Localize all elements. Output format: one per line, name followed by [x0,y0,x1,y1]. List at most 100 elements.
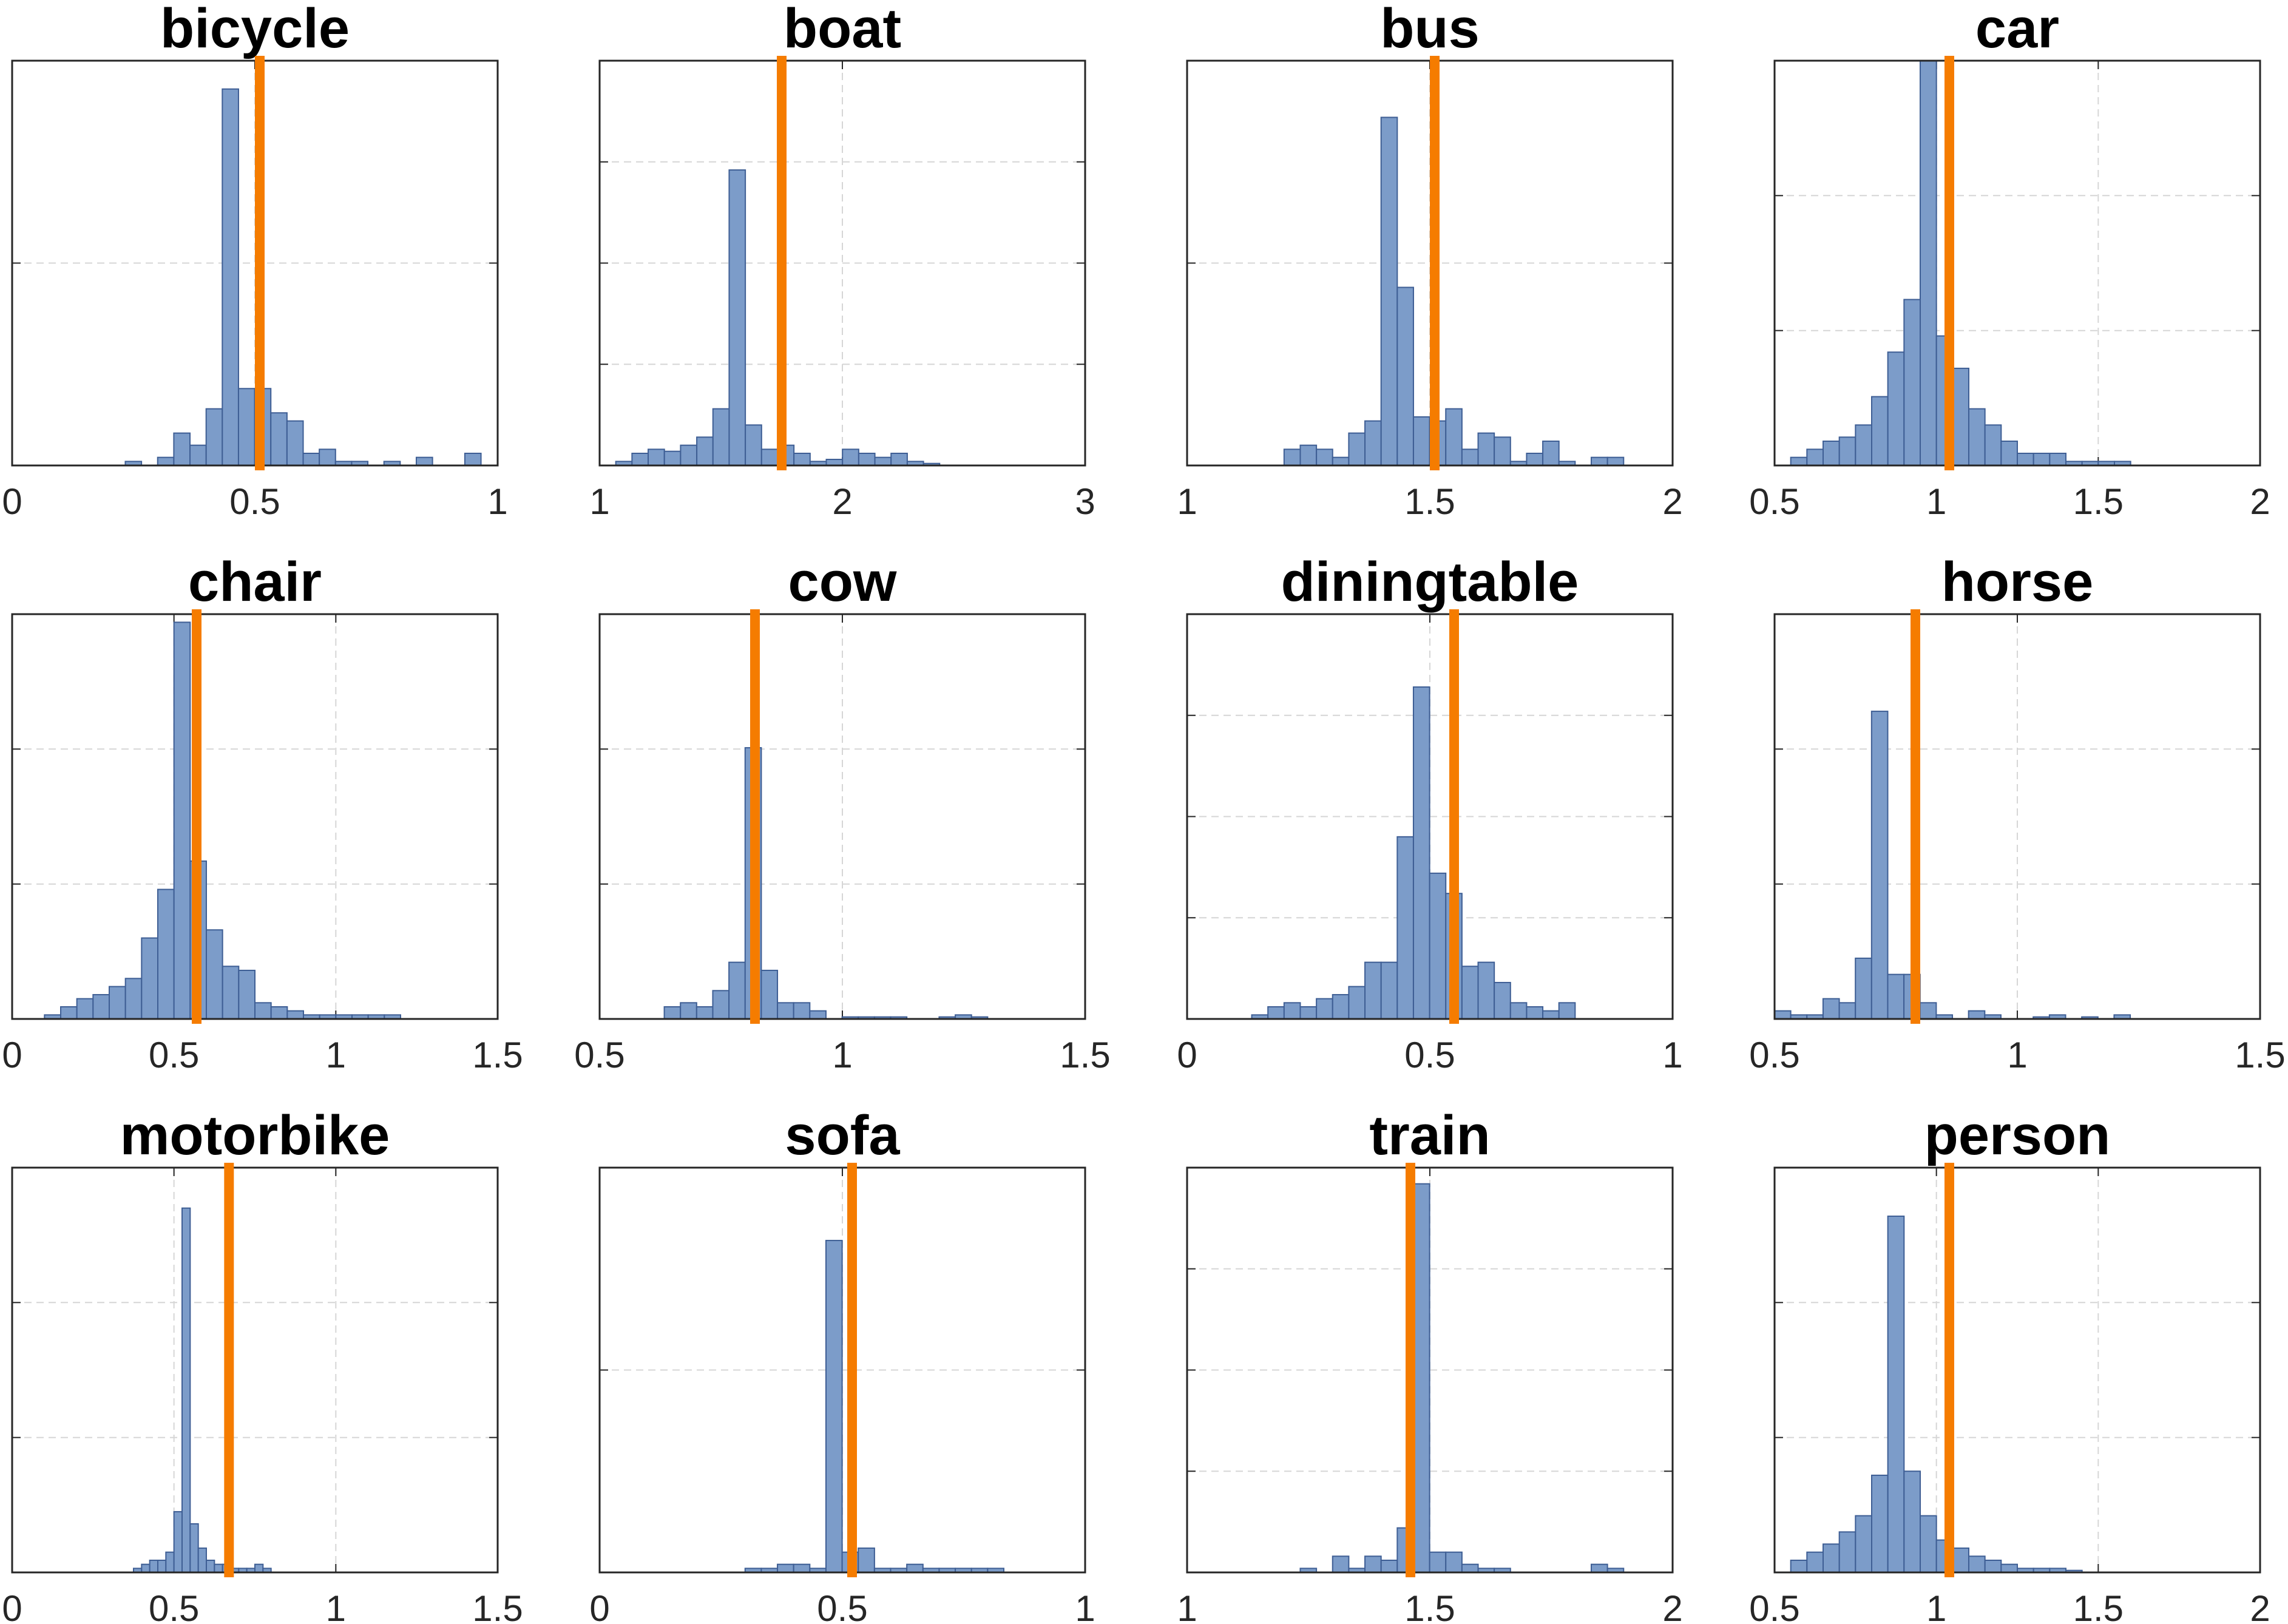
histogram-bar [1316,998,1333,1020]
histogram-bar [109,986,126,1020]
histogram-bar [1316,448,1333,467]
histogram-bar [712,408,730,466]
histogram-bar [222,966,240,1020]
histogram-bar [1477,961,1495,1020]
histogram-bar [205,408,223,466]
histogram-bar [663,450,682,467]
panel-horse: horse 0.5 1 1.5 [1749,551,2285,1075]
histogram-bar [157,456,175,466]
panel-title: cow [788,551,897,613]
histogram-bar [1348,986,1366,1020]
histogram-bar [1591,1563,1608,1573]
histogram-bar [696,1006,714,1020]
x-tick-label: 1 [1177,481,1197,522]
x-tick-label: 0.5 [149,1588,199,1624]
x-tick-label: 3 [1075,481,1095,522]
x-tick-label: 1 [326,1035,346,1075]
panel-title: motorbike [120,1105,390,1166]
histogram-bar [2032,452,2051,466]
histogram-bar [1984,424,2002,466]
histogram-bar [157,1559,167,1573]
x-tick-label: 0 [2,481,22,522]
histogram-bar [760,448,779,467]
histogram-bar [1806,448,1824,467]
histogram-bar [2049,452,2066,466]
histogram-bar [712,990,730,1020]
histogram-bar [1855,1515,1872,1574]
histogram-bar [1461,966,1479,1020]
histogram-bar [1968,1555,1986,1574]
histogram-bar [1920,60,1937,466]
histogram-bar [1790,456,1808,466]
histogram-bar [1332,1555,1350,1574]
panel-chair: chair 0 0.5 1 1.5 [2,551,523,1075]
histogram-bar [319,448,336,467]
histogram-bar [173,432,191,467]
x-tick-label: 0.5 [574,1035,624,1075]
histogram-bar [1332,456,1350,466]
histogram-bar [254,1002,272,1020]
histogram-bar [189,1523,199,1573]
x-tick-label: 0 [1177,1035,1197,1075]
histogram-bar [286,420,304,467]
x-tick-label: 0 [2,1588,22,1624]
histogram-bar [1823,1543,1840,1574]
axes-box [11,1166,499,1574]
histogram-bar [1445,408,1463,466]
histogram-bar [1806,1551,1824,1573]
panel-sofa: sofa 0 0.5 1 [589,1105,1095,1624]
histogram-bar [124,978,143,1020]
panel-title: car [1975,0,2059,59]
histogram-bar [254,1563,264,1573]
histogram-bar [1952,367,1969,466]
histogram-bar [1364,420,1382,467]
histogram-bar [1838,1002,1856,1020]
histogram-bar [1903,299,1921,466]
histogram-bar [1396,286,1414,466]
histogram-bar [1380,1559,1398,1573]
x-tick-label: 1.5 [1404,481,1455,522]
histogram-bar [1412,416,1430,467]
histogram-bar [2000,1563,2018,1573]
panel-title: horse [1941,551,2094,613]
histogram-bar [1364,961,1382,1020]
histogram-bar [1838,436,1856,466]
histogram-bar [1461,1563,1479,1573]
histogram-bar [1774,1010,1792,1020]
histogram-bar [1364,1555,1382,1574]
histogram-bar [1380,961,1398,1020]
histogram-bar [1542,1010,1560,1020]
histogram-bar [696,436,714,466]
histogram-bar [1984,1559,2002,1573]
histogram-bar [149,1559,159,1573]
histogram-bar [1542,440,1560,466]
panel-bus: bus 1 1.5 2 [1177,0,1682,522]
histogram-bar [1396,836,1414,1020]
histogram-bar [60,1006,78,1020]
x-tick-label: 2 [1662,1588,1682,1624]
histogram-bar [1477,432,1495,467]
histogram-bar [173,621,191,1020]
histogram-bar [1920,1515,1937,1574]
panel-title: sofa [785,1105,900,1166]
axes-box [598,613,1086,1020]
x-tick-label: 1 [487,481,507,522]
histogram-bar [663,1006,682,1020]
histogram-bar [1790,1559,1808,1573]
histogram-bar [173,1511,183,1573]
histogram-bar [825,458,844,466]
x-tick-label: 1.5 [2235,1035,2285,1075]
x-tick-label: 1.5 [2073,1588,2124,1624]
histogram-bar [2017,452,2034,466]
panel-bicycle: bicycle 0 0.5 1 [2,0,507,522]
histogram-bar [1903,1470,1921,1573]
histogram-bar [793,452,811,466]
histogram-bar [157,888,175,1020]
histogram-bar [825,1240,843,1574]
histogram-bar [1412,686,1430,1020]
histogram-bar [222,88,239,466]
histogram-bar [745,424,762,466]
panel-cow: cow 0.5 1 1.5 [574,551,1110,1075]
histogram-bar [214,1563,223,1573]
histogram-bar [1838,1531,1856,1574]
